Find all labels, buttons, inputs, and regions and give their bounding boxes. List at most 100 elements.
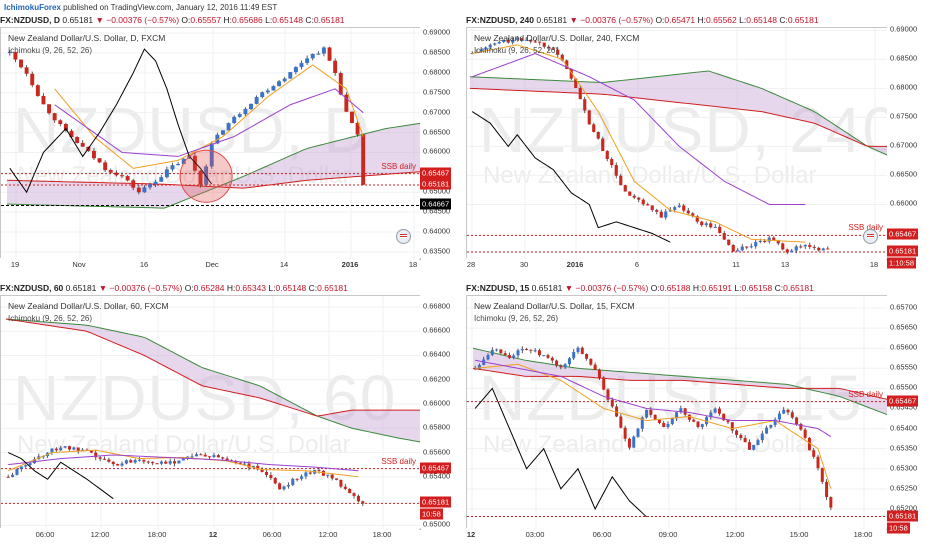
price-tag-red: 0.65467 xyxy=(887,228,919,240)
candle-body xyxy=(326,474,330,476)
candle-body xyxy=(59,447,63,451)
candle-body xyxy=(304,472,308,477)
candle-body xyxy=(339,479,343,487)
candle-body xyxy=(243,109,248,115)
candle-body xyxy=(799,246,803,248)
y-tick-label: 0.65300 xyxy=(890,463,918,473)
y-tick-label: 0.65450 xyxy=(890,402,918,412)
candle-body xyxy=(596,131,600,139)
candle-body xyxy=(747,442,751,450)
candle-body xyxy=(825,481,829,498)
candle-body xyxy=(745,246,749,248)
candle-body xyxy=(808,244,812,247)
x-tick-label: 13 xyxy=(780,260,790,269)
candle-body xyxy=(736,250,740,252)
time-axis[interactable]: 12 03:00 06:00 09:00 12:00 15:00 18:00 xyxy=(466,528,886,542)
price-axis[interactable]: 0.69000 0.68500 0.68000 0.67500 0.67000 0.665… xyxy=(420,27,464,258)
candle-body xyxy=(632,436,636,448)
indicator-label[interactable]: Ichimoku (9, 26, 52, 26) xyxy=(8,314,93,323)
candle-body xyxy=(192,155,197,171)
x-tick-label: 18:00 xyxy=(147,530,167,539)
candle-body xyxy=(752,444,756,450)
low-value: 0.65158 xyxy=(741,283,773,293)
author-link[interactable]: IchimokuForex xyxy=(4,3,61,12)
candle-body xyxy=(645,409,649,418)
plot-area[interactable]: NZDUSD, D New Zealand Dollar/U.S. Dollar N… xyxy=(0,27,421,260)
candle-body xyxy=(790,412,794,418)
candle-body xyxy=(817,247,821,251)
candle-body xyxy=(13,52,18,60)
plot-area[interactable]: NZDUSD, 240 New Zealand Dollar/U.S. Dolla… xyxy=(466,27,888,260)
candle-body xyxy=(653,414,657,420)
candle-body xyxy=(286,484,290,487)
x-tick-label: 18 xyxy=(408,260,418,269)
candle-body xyxy=(187,155,192,159)
candle-body xyxy=(470,53,474,55)
candle-body xyxy=(650,205,654,210)
open-value: 0.65284 xyxy=(193,283,225,293)
time-axis[interactable]: 28 30 2016 6 11 13 18 xyxy=(466,258,886,272)
candle-body xyxy=(794,246,798,251)
candle-body xyxy=(592,124,596,132)
open-label: O: xyxy=(184,283,194,293)
candle-body xyxy=(593,364,597,370)
candle-body xyxy=(317,469,321,471)
candle-body xyxy=(208,456,212,458)
candle-body xyxy=(293,67,298,73)
candle-body xyxy=(826,248,830,250)
y-tick-label: 0.66800 xyxy=(423,301,451,311)
candle-body xyxy=(142,459,146,462)
time-axis[interactable]: 19 Nov 16 Dec 14 2016 18 xyxy=(0,258,419,272)
candle-body xyxy=(243,463,247,465)
candle-body xyxy=(19,466,23,470)
candle-body xyxy=(790,250,794,253)
tenkan-sen xyxy=(54,64,364,169)
us-flag-event-icon[interactable] xyxy=(863,229,878,244)
candle-body xyxy=(803,429,807,438)
candle-body xyxy=(41,95,46,105)
indicator-label[interactable]: Ichimoku (9, 26, 52, 26) xyxy=(8,46,93,55)
price-tag-red: 0.65181 xyxy=(887,245,919,257)
price-axis[interactable]: 0.66800 0.66600 0.66400 0.66200 0.66000 0.658… xyxy=(420,295,464,529)
ssb-daily-label: SSB daily xyxy=(381,161,416,171)
us-flag-event-icon[interactable] xyxy=(396,229,411,244)
y-tick-label: 0.66000 xyxy=(423,146,451,156)
candle-body xyxy=(181,458,185,461)
indicator-label[interactable]: Ichimoku (9, 26, 52, 26) xyxy=(474,314,559,323)
instrument-title: New Zealand Dollar/U.S. Dollar, 60, FXCM xyxy=(8,301,169,311)
candle-body xyxy=(321,470,325,476)
candle-body xyxy=(641,199,645,205)
candle-body xyxy=(299,63,304,68)
candle-body xyxy=(24,465,28,467)
close-value: 0.65181 xyxy=(313,15,345,25)
price-axis[interactable]: 0.65700 0.65650 0.65600 0.65550 0.65500 0.654… xyxy=(887,295,932,534)
plot-area[interactable]: NZDUSD, 15 New Zealand Dollar/U.S. Dollar… xyxy=(466,295,888,530)
candle-body xyxy=(740,246,744,251)
candle-body xyxy=(173,461,177,464)
candle-body xyxy=(69,130,74,138)
indicator-label[interactable]: Ichimoku (9, 26, 52, 26) xyxy=(474,46,559,55)
high-value: 0.65191 xyxy=(701,283,733,293)
candle-body xyxy=(623,185,627,192)
candle-body xyxy=(807,437,811,451)
candle-body xyxy=(769,424,773,428)
candle-body xyxy=(662,423,666,427)
x-tick-label: 12:00 xyxy=(318,530,338,539)
y-tick-label: 0.65400 xyxy=(890,423,918,433)
kijun-sen xyxy=(54,88,364,157)
candle-body xyxy=(52,113,57,121)
candle-body xyxy=(679,408,683,413)
time-axis[interactable]: 06:00 12:00 18:00 12 06:00 12:00 18:00 xyxy=(0,528,419,542)
candle-body xyxy=(316,53,321,55)
plot-area[interactable]: NZDUSD, 60 New Zealand Dollar/U.S. Dollar… xyxy=(0,295,421,530)
candle-body xyxy=(520,38,524,41)
price-tag-red: 0.65467 xyxy=(420,462,452,474)
chart-panel-h1: FX:NZDUSD, 60 0.65181 ▼ −0.00376 (−0.57%… xyxy=(0,281,464,542)
candle-body xyxy=(502,39,506,42)
chikou-span xyxy=(474,387,647,518)
price-axis[interactable]: 0.69000 0.68500 0.68000 0.67500 0.67000 0.665… xyxy=(887,25,932,269)
candle-body xyxy=(102,458,107,460)
candle-body xyxy=(524,39,528,41)
candle-body xyxy=(731,244,735,252)
candle-body xyxy=(497,41,501,44)
